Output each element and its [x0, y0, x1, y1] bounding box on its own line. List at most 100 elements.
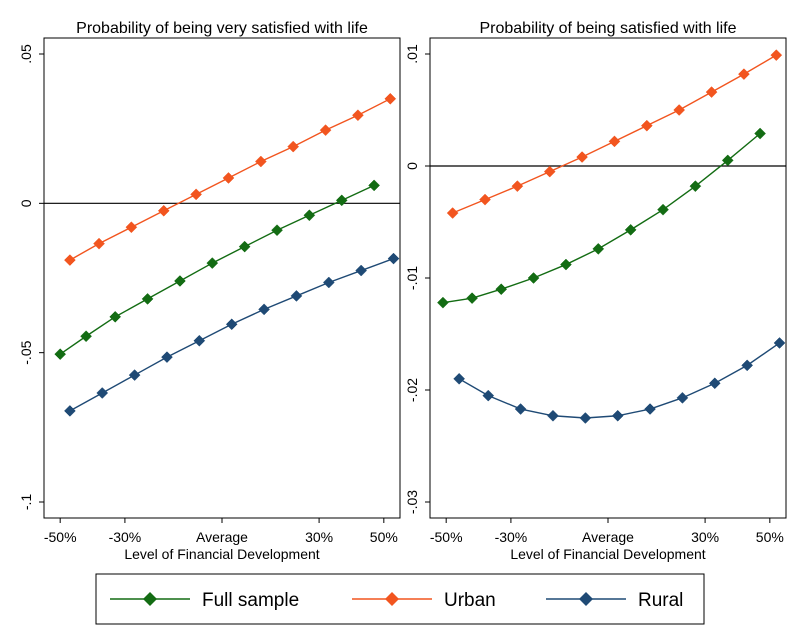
data-point-full-sample [689, 180, 702, 193]
x-tick-label: -30% [109, 529, 142, 545]
data-point-urban [446, 207, 459, 219]
legend-label: Full sample [202, 590, 299, 611]
data-point-full-sample [335, 194, 348, 207]
data-point-urban [254, 155, 267, 168]
data-point-urban [576, 151, 588, 163]
data-point-full-sample [54, 348, 67, 361]
y-tick-label: -.03 [404, 490, 420, 514]
data-point-full-sample [466, 292, 478, 305]
data-point-rural [773, 337, 786, 349]
x-axis-label-left: Level of Financial Development [124, 546, 319, 562]
data-point-rural [387, 252, 400, 265]
data-point-full-sample [141, 293, 154, 305]
series-line-urban [452, 54, 777, 214]
data-point-rural [579, 412, 592, 424]
data-point-urban [352, 109, 364, 122]
legend-marker [143, 592, 157, 606]
data-point-urban [319, 124, 332, 137]
x-tick-label: Average [582, 529, 634, 545]
data-point-full-sample [527, 272, 540, 284]
x-tick-label: 30% [305, 529, 333, 545]
data-point-rural [741, 359, 754, 372]
x-tick-label: Average [196, 529, 248, 545]
panel-very-satisfied: Probability of being very satisfied with… [18, 20, 401, 562]
chart-title-right: Probability of being satisfied with life [479, 20, 736, 37]
x-tick-label: 50% [756, 529, 784, 545]
legend-label: Rural [638, 590, 683, 611]
legend-item-urban: Urban [352, 590, 496, 611]
chart-title-left: Probability of being very satisfied with… [76, 20, 368, 37]
legend-marker [579, 592, 593, 606]
data-point-full-sample [495, 283, 508, 296]
data-point-urban [190, 188, 202, 201]
data-point-rural [64, 405, 76, 417]
x-tick-label: -30% [495, 529, 528, 545]
x-tick-label: 50% [370, 529, 398, 545]
y-tick-label: 0 [404, 162, 420, 170]
data-point-rural [225, 318, 238, 331]
legend: Full sample Urban Rural [95, 573, 705, 625]
y-tick-label: -.01 [404, 266, 420, 290]
data-point-full-sample [721, 154, 734, 167]
data-point-full-sample [80, 330, 92, 343]
series-line-rural [69, 257, 394, 412]
data-point-rural [482, 389, 495, 402]
data-point-urban [222, 172, 235, 184]
data-point-rural [644, 403, 656, 415]
data-point-rural [290, 290, 303, 302]
legend-item-full-sample: Full sample [110, 590, 299, 611]
data-point-full-sample [174, 275, 186, 287]
x-tick-label: 30% [691, 529, 719, 545]
data-point-full-sample [560, 258, 572, 271]
legend-label: Urban [444, 590, 496, 611]
legend-item-rural: Rural [546, 590, 683, 611]
data-point-urban [384, 92, 397, 105]
data-point-urban [543, 165, 556, 178]
data-point-full-sample [206, 257, 219, 269]
data-point-full-sample [624, 223, 637, 236]
data-point-full-sample [109, 310, 122, 323]
data-point-full-sample [303, 209, 316, 222]
y-tick-label: -.02 [404, 378, 420, 402]
data-point-rural [322, 276, 335, 289]
plot-frame-left [43, 37, 401, 519]
data-point-rural [514, 403, 527, 415]
data-point-urban [125, 221, 138, 234]
data-point-urban [64, 254, 76, 266]
plot-frame-right [429, 37, 787, 519]
series-line-full-sample [442, 132, 761, 304]
x-tick-label: -50% [44, 529, 77, 545]
data-point-urban [511, 180, 524, 193]
data-point-rural [258, 303, 270, 316]
data-point-full-sample [238, 240, 251, 253]
data-point-urban [157, 204, 170, 217]
data-point-rural [96, 387, 109, 399]
series-line-rural [458, 342, 780, 419]
x-axis-label-right: Level of Financial Development [510, 546, 705, 562]
y-axis-left: -.1 -.05 0 .05 [18, 44, 44, 510]
data-point-full-sample [657, 203, 669, 216]
data-point-urban [640, 119, 653, 132]
data-point-urban [93, 237, 105, 250]
data-point-full-sample [754, 127, 766, 140]
x-axis-right: -50% -30% Average 30% 50% [430, 518, 784, 545]
data-point-full-sample [437, 296, 449, 309]
y-tick-label: .05 [18, 44, 34, 64]
y-tick-label: 0 [18, 199, 34, 207]
data-point-rural [128, 369, 141, 381]
data-point-rural [676, 391, 689, 404]
data-point-rural [355, 264, 368, 277]
y-axis-right: -.03 -.02 -.01 0 .01 [404, 44, 430, 514]
data-point-urban [673, 104, 686, 116]
data-point-full-sample [368, 179, 380, 192]
series-group-left [54, 92, 400, 417]
data-point-rural [453, 372, 465, 385]
series-group-right [437, 49, 786, 424]
x-axis-left: -50% -30% Average 30% 50% [44, 518, 398, 545]
legend-marker [385, 592, 399, 606]
data-point-urban [705, 86, 718, 98]
data-point-rural [611, 409, 624, 422]
data-point-urban [770, 49, 783, 61]
panel-satisfied: Probability of being satisfied with life… [404, 20, 787, 562]
